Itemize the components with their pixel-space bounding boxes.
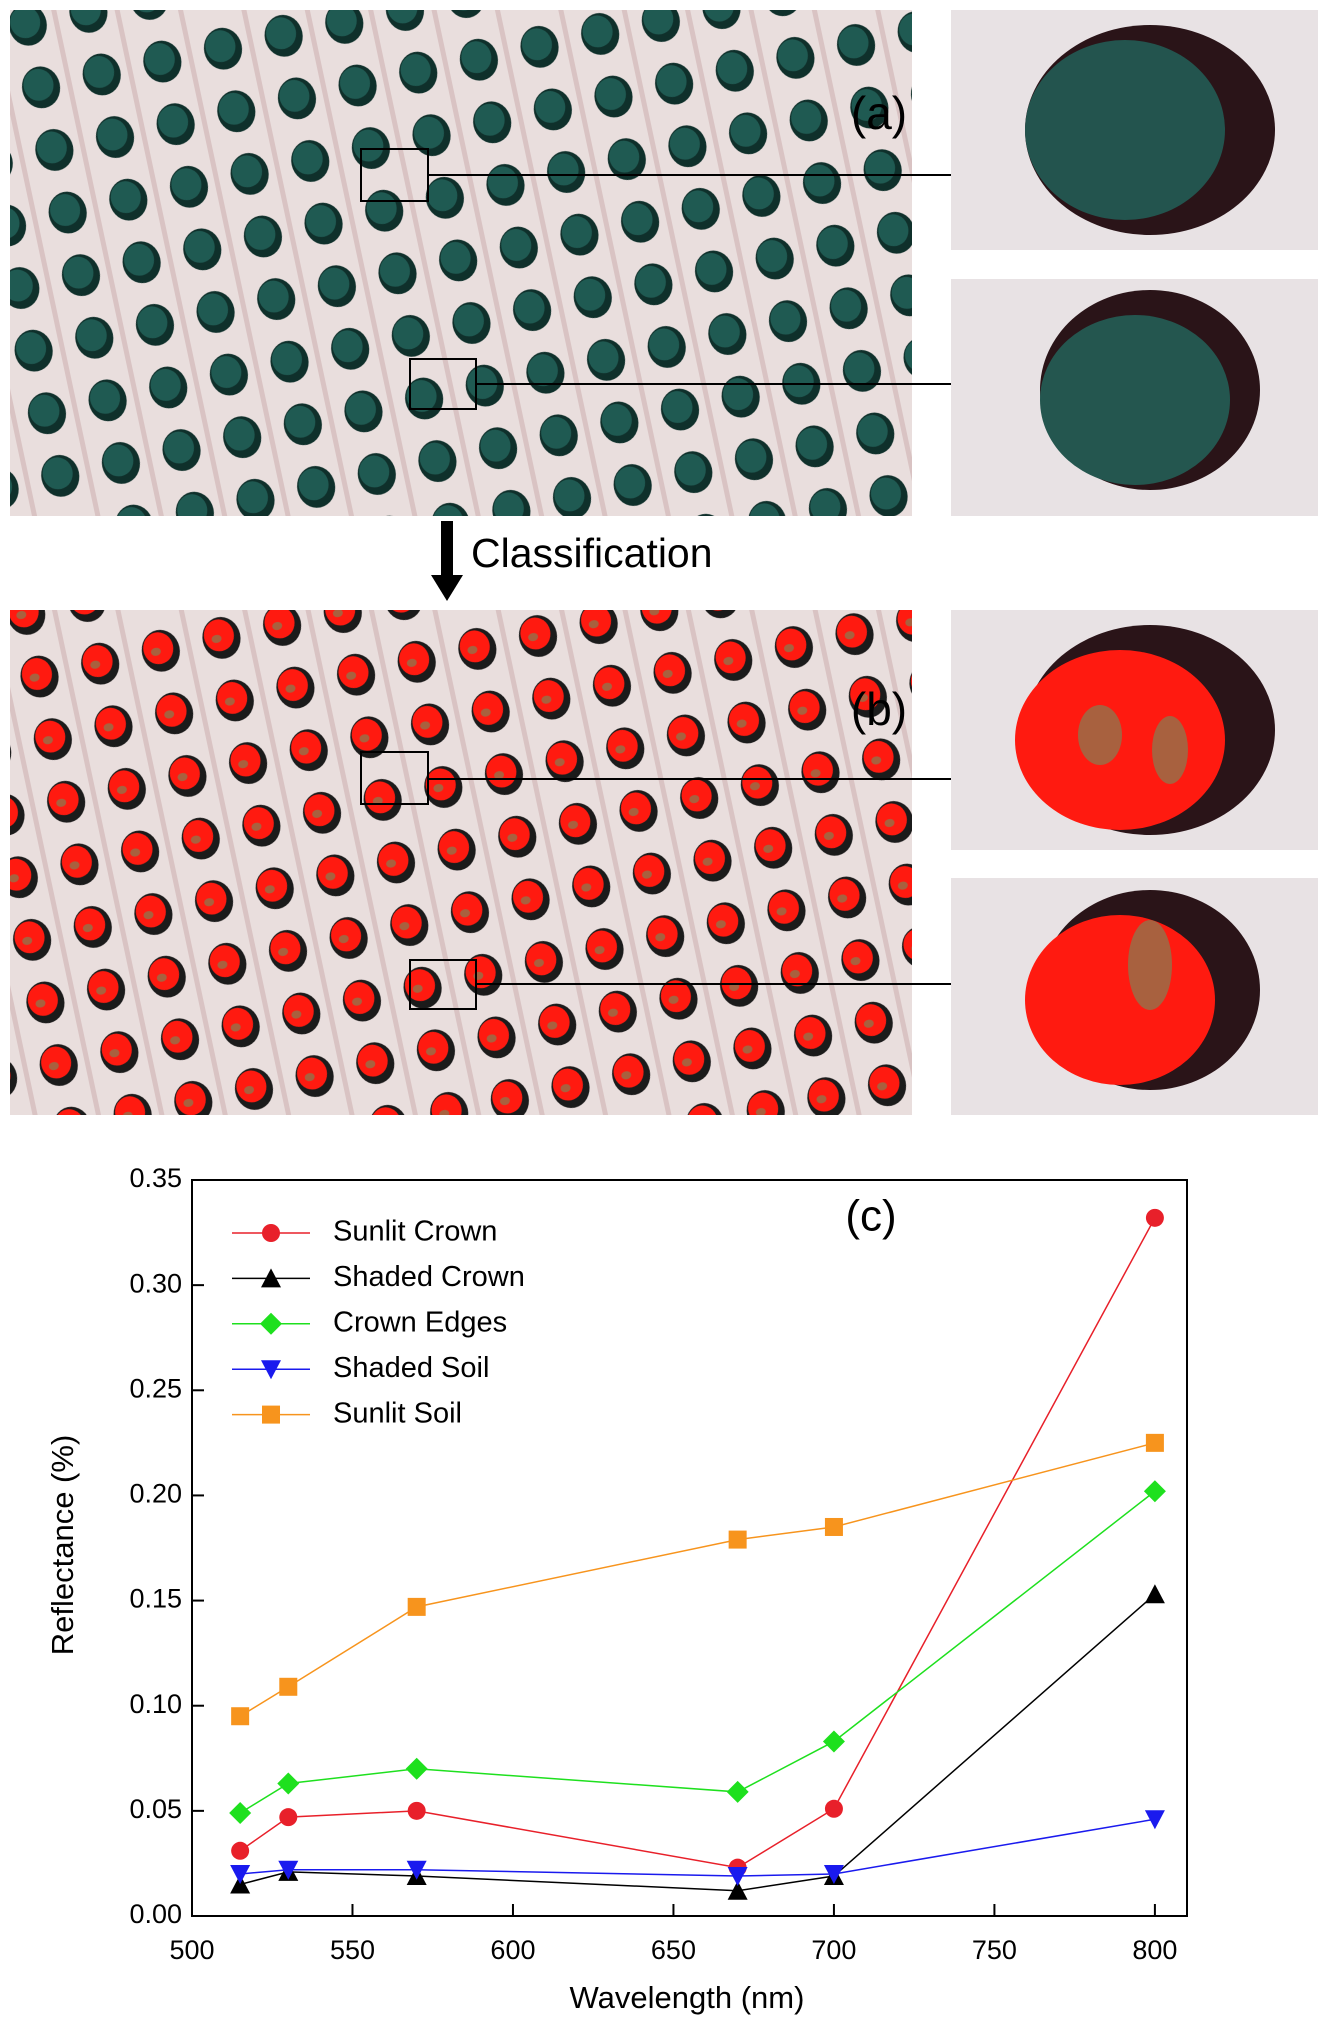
zoom-a1	[951, 10, 1318, 250]
x-tick-label: 650	[651, 1935, 696, 1965]
legend-marker	[261, 1268, 281, 1288]
marker	[277, 1772, 300, 1795]
callouts-a	[360, 148, 951, 410]
marker	[231, 1841, 250, 1860]
x-tick-label: 800	[1132, 1935, 1177, 1965]
legend-label: Shaded Crown	[333, 1261, 525, 1293]
y-tick-label: 0.00	[129, 1899, 182, 1929]
legend-label: Sunlit Soil	[333, 1397, 462, 1429]
y-tick-label: 0.15	[129, 1584, 182, 1614]
marker	[405, 1757, 428, 1780]
marker	[278, 1860, 299, 1880]
legend-marker	[262, 1224, 280, 1242]
marker	[231, 1707, 250, 1726]
marker	[1144, 1810, 1165, 1830]
y-tick-label: 0.30	[129, 1268, 182, 1298]
image-a	[10, 10, 912, 516]
marker	[407, 1801, 426, 1820]
marker	[279, 1808, 298, 1827]
y-tick-label: 0.10	[129, 1689, 182, 1719]
y-axis-label: Reflectance (%)	[45, 1435, 80, 1656]
series-line	[239, 1490, 1156, 1814]
marker	[727, 1867, 748, 1887]
marker	[727, 1880, 748, 1900]
arrow-label: Classification	[471, 530, 713, 576]
marker	[279, 1677, 298, 1696]
x-tick-label: 550	[330, 1935, 375, 1965]
callouts-b	[360, 751, 951, 1010]
marker	[230, 1874, 251, 1894]
marker	[230, 1864, 251, 1884]
marker	[1144, 1584, 1165, 1604]
image-b	[10, 610, 912, 1115]
marker	[824, 1799, 843, 1818]
x-tick-label: 700	[811, 1935, 856, 1965]
legend-label: Sunlit Crown	[333, 1216, 497, 1248]
marker	[407, 1597, 426, 1616]
legend-marker	[260, 1312, 282, 1335]
panel-label: (a)	[851, 87, 907, 139]
zoom-a2	[951, 279, 1318, 516]
y-tick-label: 0.25	[129, 1373, 182, 1403]
y-tick-label: 0.05	[129, 1794, 182, 1824]
zoom-b1	[951, 610, 1318, 850]
legend-marker	[262, 1405, 280, 1424]
marker	[822, 1730, 845, 1753]
marker	[728, 1530, 747, 1549]
marker	[824, 1517, 843, 1536]
plot-frame	[191, 1179, 1188, 1917]
x-tick-label: 500	[169, 1935, 214, 1965]
panel-label: (b)	[851, 683, 907, 735]
x-axis-label: Wavelength (nm)	[570, 1980, 805, 2015]
series-line	[240, 1818, 1156, 1877]
series-line	[239, 1593, 1156, 1892]
y-tick-label: 0.35	[129, 1163, 182, 1193]
panel-label: (c)	[845, 1192, 896, 1241]
series-line	[239, 1442, 1156, 1717]
marker	[1145, 1433, 1164, 1452]
x-tick-label: 600	[490, 1935, 535, 1965]
y-tick-label: 0.20	[129, 1479, 182, 1509]
legend-marker	[261, 1360, 281, 1380]
marker	[406, 1860, 427, 1880]
marker	[1143, 1480, 1166, 1503]
series-line	[239, 1217, 1156, 1869]
marker	[1145, 1208, 1164, 1227]
arrow	[431, 521, 463, 601]
legend-label: Shaded Soil	[333, 1352, 489, 1384]
x-tick-label: 750	[972, 1935, 1017, 1965]
legend-label: Crown Edges	[333, 1306, 507, 1338]
marker	[726, 1780, 749, 1803]
zoom-b2	[951, 878, 1318, 1115]
marker	[823, 1864, 844, 1884]
marker	[229, 1801, 252, 1824]
